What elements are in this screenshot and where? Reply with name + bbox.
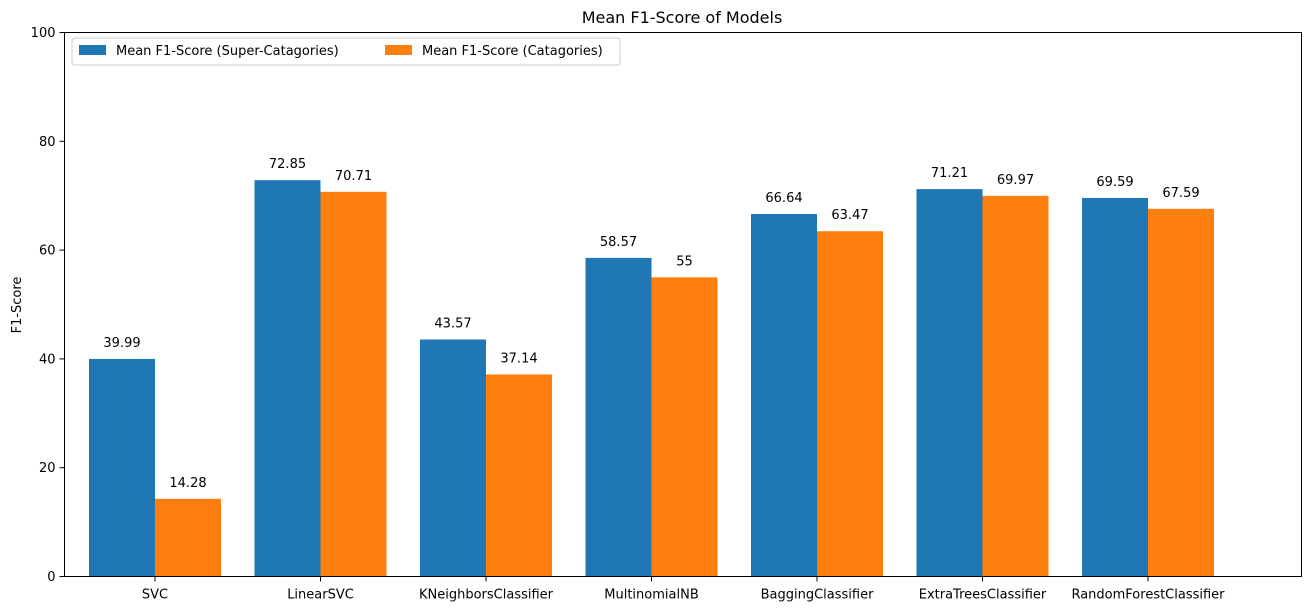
bar-label-extratreesclassifier-categories: 69.97: [997, 173, 1034, 188]
bar-label-kneighborsclassifier-super-categories: 43.57: [434, 316, 471, 331]
bar-label-multinomialnb-categories: 55: [676, 254, 693, 269]
bar-label-svc-categories: 14.28: [169, 476, 206, 491]
x-tick-label-extratreesclassifier: ExtraTreesClassifier: [919, 588, 1047, 603]
bar-multinomialnb-categories: [651, 277, 718, 577]
bar-label-linearsvc-super-categories: 72.85: [269, 157, 306, 172]
bar-kneighborsclassifier-super-categories: [420, 339, 486, 577]
bar-label-kneighborsclassifier-categories: 37.14: [500, 351, 537, 366]
plot-frame: [64, 32, 1302, 577]
bar-label-extratreesclassifier-super-categories: 71.21: [931, 166, 968, 181]
x-tick-label-svc: SVC: [142, 588, 168, 603]
legend: Mean F1-Score (Super-Catagories) Mean F1…: [71, 37, 621, 66]
bar-extratreesclassifier-categories: [982, 195, 1049, 577]
bar-label-baggingclassifier-super-categories: 66.64: [765, 191, 802, 206]
y-tick-label-40: 40: [39, 352, 56, 367]
legend-box: [71, 37, 621, 66]
x-tick-label-randomforestclassifier: RandomForestClassifier: [1071, 588, 1225, 603]
bar-svc-categories: [155, 498, 221, 577]
bars-layer: [89, 180, 1214, 577]
bar-label-baggingclassifier-categories: 63.47: [831, 208, 868, 223]
bar-linearsvc-categories: [320, 191, 387, 577]
y-tick-label-0: 0: [47, 570, 55, 585]
legend-label-categories: Mean F1-Score (Catagories): [422, 44, 603, 59]
x-tick-label-multinomialnb: MultinomialNB: [604, 588, 698, 603]
bar-kneighborsclassifier-categories: [486, 374, 552, 577]
bar-randomforestclassifier-categories: [1148, 208, 1214, 577]
bar-label-svc-super-categories: 39.99: [103, 336, 140, 351]
y-axis: 0 20 40 60 80 100: [31, 26, 65, 585]
y-axis-label: F1-Score: [10, 277, 25, 334]
bar-baggingclassifier-categories: [817, 231, 883, 577]
y-tick-label-60: 60: [39, 244, 56, 259]
bar-extratreesclassifier-super-categories: [916, 189, 983, 577]
legend-swatch-categories: [385, 45, 412, 55]
legend-label-super-categories: Mean F1-Score (Super-Catagories): [116, 44, 339, 59]
bar-label-randomforestclassifier-categories: 67.59: [1162, 186, 1199, 201]
x-tick-label-baggingclassifier: BaggingClassifier: [761, 588, 874, 603]
bar-label-linearsvc-categories: 70.71: [335, 169, 372, 184]
bar-label-multinomialnb-super-categories: 58.57: [600, 235, 637, 250]
legend-swatch-super-categories: [79, 45, 106, 55]
y-tick-label-80: 80: [39, 135, 56, 150]
x-tick-label-linearsvc: LinearSVC: [287, 588, 354, 603]
bar-labels-layer: 39.99 14.28 72.85 70.71 43.57 37.14 58.57 55 66.…: [103, 157, 1199, 491]
x-axis: SVC LinearSVC KNeighborsClassifier Multinom…: [142, 576, 1225, 603]
bar-multinomialnb-super-categories: [585, 257, 652, 577]
x-tick-label-kneighborsclassifier: KNeighborsClassifier: [419, 588, 554, 603]
bar-linearsvc-super-categories: [254, 180, 321, 577]
bar-label-randomforestclassifier-super-categories: 69.59: [1096, 175, 1133, 190]
y-tick-label-20: 20: [39, 461, 56, 476]
chart-title: Mean F1-Score of Models: [582, 8, 783, 27]
y-tick-label-100: 100: [31, 26, 56, 41]
bar-svc-super-categories: [89, 358, 155, 577]
bar-baggingclassifier-super-categories: [751, 213, 817, 577]
bar-randomforestclassifier-super-categories: [1082, 197, 1148, 577]
